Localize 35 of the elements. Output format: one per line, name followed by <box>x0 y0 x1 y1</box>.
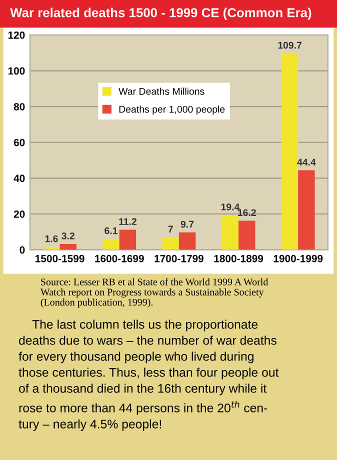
bar <box>178 232 196 250</box>
text: The last column tells us the proportionate deaths due to wars – the number of war deaths for every thousand people who lived during those centuries. Thus, less than four people out of a thousand died in the 16th century while it rose to more than 44 persons in the 20$^{th}$ cen- tury – nearly 4.5% people! <box>18 320 279 431</box>
data-label: 19.4 <box>221 203 240 210</box>
y-tick-label: 80 <box>14 103 25 110</box>
bar <box>238 220 256 250</box>
data-label: 7 <box>168 226 173 232</box>
y-tick-label: 20 <box>14 210 25 218</box>
x-tick-label: 1800-1899 <box>214 254 264 262</box>
bar <box>298 170 315 250</box>
y-tick-label: 0 <box>20 246 25 254</box>
bar <box>102 238 120 250</box>
legend-label: War Deaths Millions <box>118 88 204 95</box>
data-label: 11.2 <box>119 218 137 225</box>
data-label: 109.7 <box>278 42 302 49</box>
data-label: 16.2 <box>238 209 256 216</box>
chart-title: War related deaths 1500 - 1999 CE (Common Era) <box>10 8 312 20</box>
x-tick-label: 1500-1599 <box>36 254 84 262</box>
data-label: 1.6 <box>45 235 58 242</box>
bar <box>119 230 136 250</box>
x-tick-label: 1600-1699 <box>95 254 144 262</box>
bar <box>281 53 298 250</box>
data-label: 6.1 <box>104 227 118 234</box>
y-tick-label: 100 <box>8 67 25 75</box>
x-tick-label: 1900-1999 <box>274 254 323 262</box>
y-tick-label: 40 <box>14 174 25 182</box>
bar <box>222 215 239 250</box>
data-label: 9.7 <box>180 220 194 228</box>
y-tick-label: 60 <box>14 138 25 146</box>
bar <box>162 237 179 250</box>
data-label: 3.2 <box>62 232 74 240</box>
bar <box>60 244 76 250</box>
legend-label: Deaths per 1,000 people <box>119 106 225 115</box>
source-note: Source: Lesser RB et al State of the World 1999 A World Watch report on Progress towards a Sustainable Society (London publication, 1999). <box>40 278 268 308</box>
x-tick-label: 1700-1799 <box>154 254 204 262</box>
y-tick-label: 120 <box>8 31 25 39</box>
